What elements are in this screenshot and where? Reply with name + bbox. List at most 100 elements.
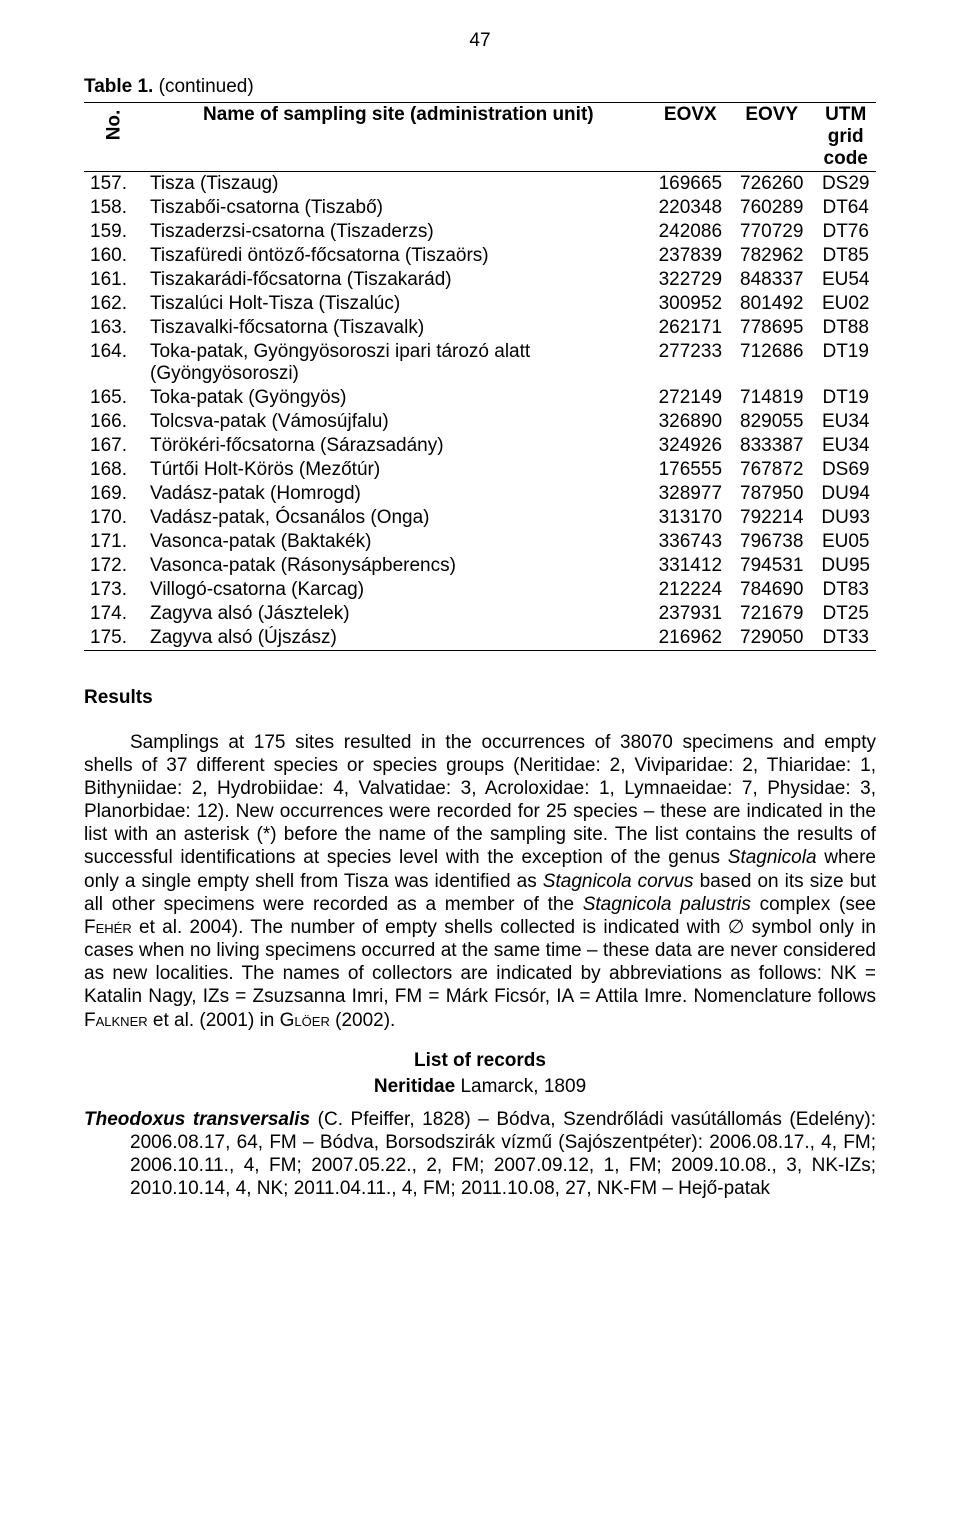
cell-utm: EU34 — [815, 434, 876, 458]
cell-no: 175. — [84, 626, 144, 651]
cell-eovx: 220348 — [653, 196, 734, 220]
table-row: 171.Vasonca-patak (Baktakék)336743796738… — [84, 530, 876, 554]
cell-utm: DU95 — [815, 554, 876, 578]
cell-no: 161. — [84, 268, 144, 292]
table-row: 165.Toka-patak (Gyöngyös)272149714819DT1… — [84, 386, 876, 410]
cell-eovx: 272149 — [653, 386, 734, 410]
table-caption: Table 1. (continued) — [84, 76, 876, 98]
cell-name: Vasonca-patak (Rásonysápberencs) — [144, 554, 653, 578]
cell-name: Vasonca-patak (Baktakék) — [144, 530, 653, 554]
cell-name: Villogó-csatorna (Karcag) — [144, 578, 653, 602]
cell-no: 172. — [84, 554, 144, 578]
document-page: 47 Table 1. (continued) No. Name of samp… — [0, 0, 960, 1530]
cell-eovx: 169665 — [653, 171, 734, 196]
cell-no: 169. — [84, 482, 144, 506]
table-row: 157.Tisza (Tiszaug)169665726260DS29 — [84, 171, 876, 196]
cell-eovx: 277233 — [653, 340, 734, 386]
cell-name: Toka-patak (Gyöngyös) — [144, 386, 653, 410]
cell-no: 164. — [84, 340, 144, 386]
cell-utm: DT64 — [815, 196, 876, 220]
cell-no: 170. — [84, 506, 144, 530]
record-entry: Theodoxus transversalis (C. Pfeiffer, 18… — [84, 1108, 876, 1201]
table-row: 164.Toka-patak, Gyöngyösoroszi ipari tár… — [84, 340, 876, 386]
cell-eovy: 784690 — [734, 578, 815, 602]
cell-eovx: 326890 — [653, 410, 734, 434]
col-header-eovy: EOVY — [734, 103, 815, 171]
cell-eovy: 729050 — [734, 626, 815, 651]
cell-eovx: 324926 — [653, 434, 734, 458]
cell-eovx: 331412 — [653, 554, 734, 578]
cell-name: Vadász-patak, Ócsanálos (Onga) — [144, 506, 653, 530]
utm-head-line3: code — [821, 148, 870, 170]
cell-no: 168. — [84, 458, 144, 482]
cell-eovx: 237839 — [653, 244, 734, 268]
table-row: 161.Tiszakarádi-főcsatorna (Tiszakarád)3… — [84, 268, 876, 292]
cell-eovx: 242086 — [653, 220, 734, 244]
cell-utm: DT25 — [815, 602, 876, 626]
table-row: 174.Zagyva alsó (Jásztelek)237931721679D… — [84, 602, 876, 626]
cell-name: Tiszaderzsi-csatorna (Tiszaderzs) — [144, 220, 653, 244]
cell-name: Tiszakarádi-főcsatorna (Tiszakarád) — [144, 268, 653, 292]
col-header-eovx: EOVX — [653, 103, 734, 171]
cell-no: 162. — [84, 292, 144, 316]
cell-name: Tisza (Tiszaug) — [144, 171, 653, 196]
cell-name: Toka-patak, Gyöngyösoroszi ipari tározó … — [144, 340, 653, 386]
table-body: 157.Tisza (Tiszaug)169665726260DS29158.T… — [84, 171, 876, 650]
cell-no: 174. — [84, 602, 144, 626]
cell-eovx: 212224 — [653, 578, 734, 602]
cell-utm: DT19 — [815, 386, 876, 410]
cell-name: Zagyva alsó (Újszász) — [144, 626, 653, 651]
cell-name: Tiszalúci Holt-Tisza (Tiszalúc) — [144, 292, 653, 316]
cell-eovy: 767872 — [734, 458, 815, 482]
cell-eovx: 176555 — [653, 458, 734, 482]
cell-no: 165. — [84, 386, 144, 410]
results-heading: Results — [84, 687, 876, 709]
col-header-name: Name of sampling site (administration un… — [144, 103, 653, 171]
cell-utm: DT33 — [815, 626, 876, 651]
table-row: 170.Vadász-patak, Ócsanálos (Onga)313170… — [84, 506, 876, 530]
cell-utm: DT76 — [815, 220, 876, 244]
cell-eovy: 787950 — [734, 482, 815, 506]
cell-no: 171. — [84, 530, 144, 554]
table-row: 173.Villogó-csatorna (Karcag)21222478469… — [84, 578, 876, 602]
cell-eovx: 322729 — [653, 268, 734, 292]
cell-utm: EU54 — [815, 268, 876, 292]
cell-name: Vadász-patak (Homrogd) — [144, 482, 653, 506]
cell-utm: DS69 — [815, 458, 876, 482]
cell-eovy: 721679 — [734, 602, 815, 626]
cell-utm: EU05 — [815, 530, 876, 554]
col-header-no: No. — [103, 110, 125, 141]
cell-eovy: 770729 — [734, 220, 815, 244]
cell-no: 173. — [84, 578, 144, 602]
cell-eovy: 714819 — [734, 386, 815, 410]
table-caption-label: Table 1. — [84, 76, 153, 97]
results-paragraph: Samplings at 175 sites resulted in the o… — [84, 731, 876, 1032]
family-heading: Neritidae Lamarck, 1809 — [84, 1076, 876, 1098]
table-row: 167.Törökéri-főcsatorna (Sárazsadány)324… — [84, 434, 876, 458]
cell-eovy: 801492 — [734, 292, 815, 316]
utm-head-line2: grid — [821, 126, 870, 148]
cell-eovy: 794531 — [734, 554, 815, 578]
cell-no: 163. — [84, 316, 144, 340]
page-number: 47 — [84, 30, 876, 52]
table-row: 159.Tiszaderzsi-csatorna (Tiszaderzs)242… — [84, 220, 876, 244]
cell-eovx: 336743 — [653, 530, 734, 554]
cell-eovy: 712686 — [734, 340, 815, 386]
cell-name: Tolcsva-patak (Vámosújfalu) — [144, 410, 653, 434]
table-row: 162.Tiszalúci Holt-Tisza (Tiszalúc)30095… — [84, 292, 876, 316]
table-row: 169.Vadász-patak (Homrogd)328977787950DU… — [84, 482, 876, 506]
cell-eovx: 300952 — [653, 292, 734, 316]
cell-name: Tiszavalki-főcsatorna (Tiszavalk) — [144, 316, 653, 340]
cell-name: Tiszafüredi öntöző-főcsatorna (Tiszaörs) — [144, 244, 653, 268]
cell-name: Tiszabői-csatorna (Tiszabő) — [144, 196, 653, 220]
cell-eovx: 328977 — [653, 482, 734, 506]
cell-eovy: 796738 — [734, 530, 815, 554]
cell-eovx: 313170 — [653, 506, 734, 530]
list-of-records-heading: List of records — [84, 1050, 876, 1072]
table-row: 172.Vasonca-patak (Rásonysápberencs)3314… — [84, 554, 876, 578]
cell-eovx: 216962 — [653, 626, 734, 651]
table-row: 158.Tiszabői-csatorna (Tiszabő)220348760… — [84, 196, 876, 220]
cell-eovy: 782962 — [734, 244, 815, 268]
cell-no: 159. — [84, 220, 144, 244]
cell-utm: EU34 — [815, 410, 876, 434]
